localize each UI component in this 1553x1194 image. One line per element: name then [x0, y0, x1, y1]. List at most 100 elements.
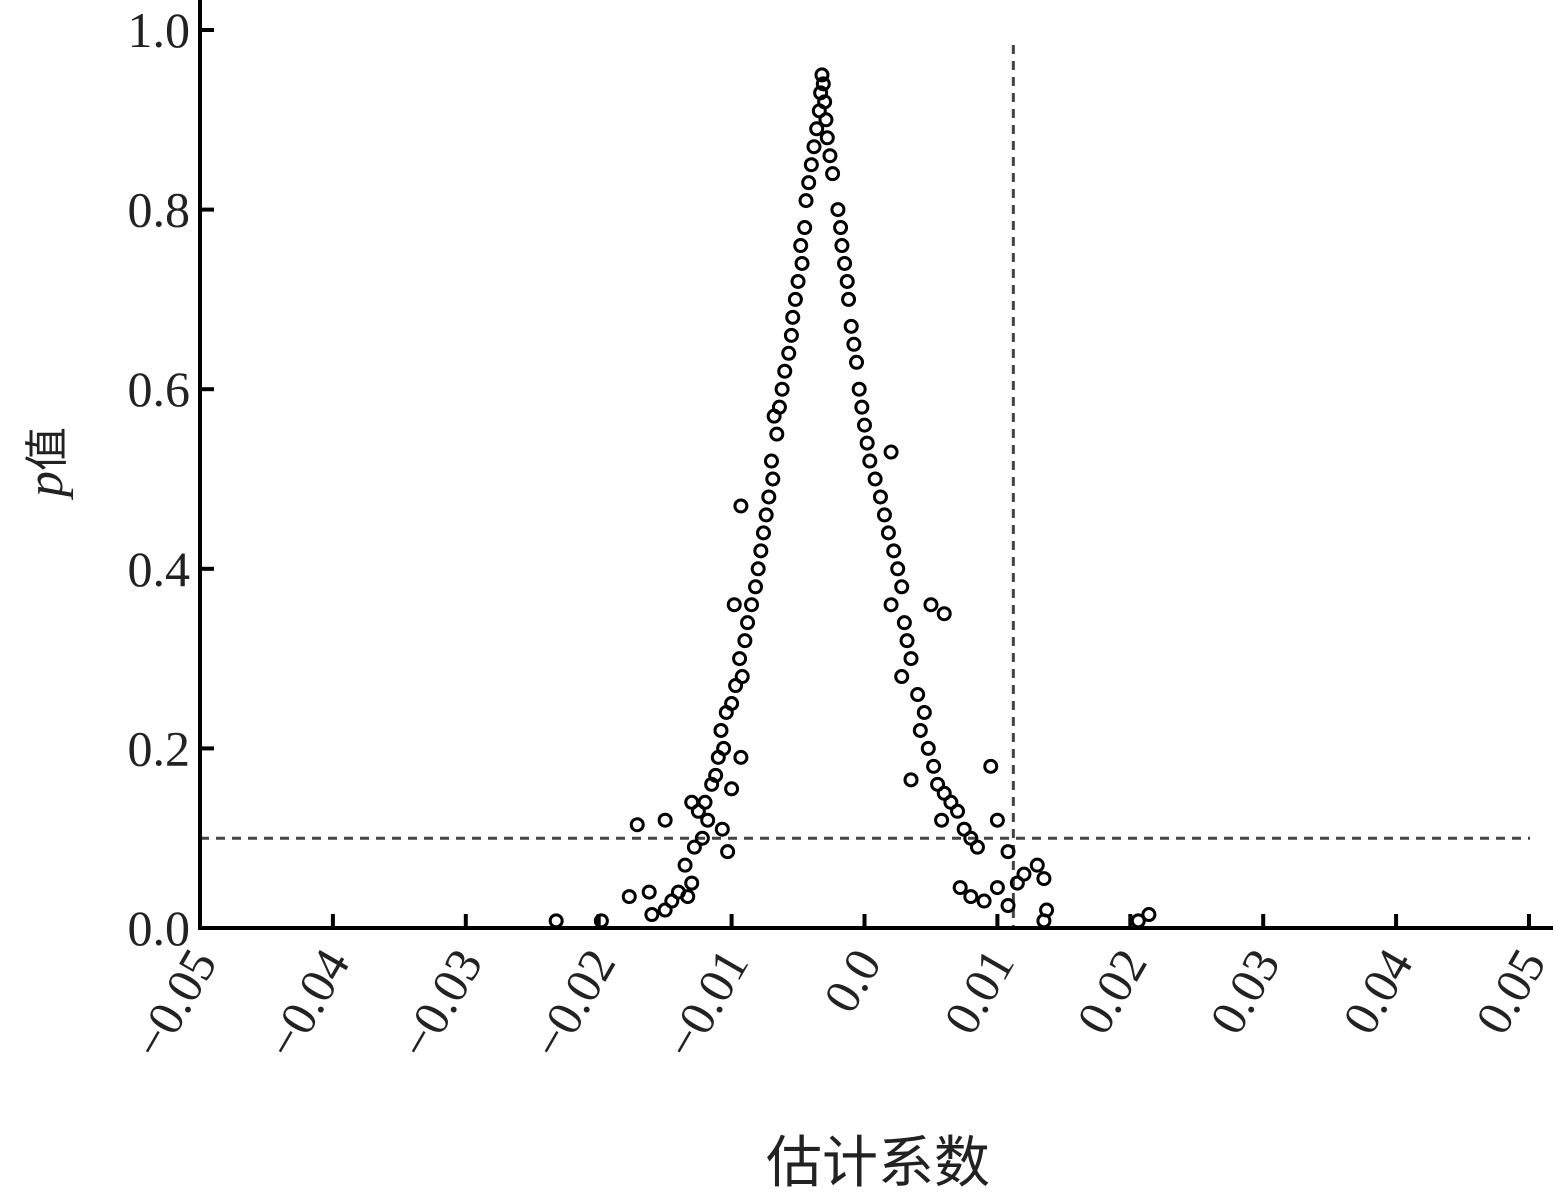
- data-point: [1016, 866, 1032, 882]
- data-point: [916, 704, 932, 720]
- x-axis-label: 估计系数: [766, 1131, 990, 1194]
- data-point: [818, 112, 834, 128]
- data-point: [781, 345, 797, 361]
- data-point: [806, 139, 822, 155]
- data-point: [867, 471, 883, 487]
- data-point: [758, 507, 774, 523]
- data-point: [753, 543, 769, 559]
- data-point: [814, 67, 830, 83]
- data-point: [694, 830, 710, 846]
- x-tick-label: −0.03: [387, 940, 493, 1068]
- data-point: [783, 327, 799, 343]
- data-point: [846, 336, 862, 352]
- data-point: [903, 651, 919, 667]
- data-point: [621, 889, 637, 905]
- data-point: [983, 758, 999, 774]
- data-point: [830, 202, 846, 218]
- data-point: [793, 238, 809, 254]
- data-point: [774, 381, 790, 397]
- data-point: [801, 175, 817, 191]
- data-point: [732, 651, 748, 667]
- data-point: [769, 426, 785, 442]
- data-point: [843, 318, 859, 334]
- data-point: [766, 408, 782, 424]
- x-tick-label: 0.0: [812, 940, 892, 1022]
- data-point: [876, 507, 892, 523]
- data-point: [798, 193, 814, 209]
- data-point: [761, 489, 777, 505]
- data-point: [680, 889, 696, 905]
- data-point: [733, 749, 749, 765]
- data-point: [755, 525, 771, 541]
- data-point: [1029, 857, 1045, 873]
- data-point: [785, 309, 801, 325]
- data-point: [714, 821, 730, 837]
- x-tick-label: −0.04: [254, 940, 360, 1068]
- data-point: [677, 857, 693, 873]
- y-tick-label: 0.8: [128, 182, 191, 238]
- data-point: [765, 471, 781, 487]
- data-point: [629, 817, 645, 833]
- data-point: [737, 633, 753, 649]
- data-point: [787, 291, 803, 307]
- data-point: [726, 597, 742, 613]
- data-point: [894, 579, 910, 595]
- y-tick-label: 1.0: [128, 2, 191, 58]
- data-point: [903, 772, 919, 788]
- data-point: [833, 220, 849, 236]
- x-tick-label: −0.01: [653, 940, 759, 1068]
- y-tick-label: 0.0: [128, 900, 191, 956]
- data-point: [883, 444, 899, 460]
- data-point: [859, 435, 875, 451]
- data-point: [841, 291, 857, 307]
- data-point: [989, 880, 1005, 896]
- data-point: [822, 148, 838, 164]
- x-tick-label: 0.02: [1066, 940, 1158, 1044]
- data-point: [720, 844, 736, 860]
- data-point: [890, 561, 906, 577]
- x-tick-label: 0.03: [1198, 940, 1290, 1044]
- data-point: [733, 498, 749, 514]
- x-tick-label: −0.02: [520, 940, 626, 1068]
- data-point: [819, 130, 835, 146]
- data-point: [862, 453, 878, 469]
- data-point: [684, 794, 700, 810]
- data-point: [713, 722, 729, 738]
- data-point: [851, 381, 867, 397]
- data-point: [839, 273, 855, 289]
- data-point: [854, 399, 870, 415]
- data-point: [794, 255, 810, 271]
- data-point: [837, 255, 853, 271]
- data-point: [1036, 871, 1052, 887]
- data-point: [803, 157, 819, 173]
- data-point: [684, 875, 700, 891]
- data-point: [704, 776, 720, 792]
- data-point: [657, 902, 673, 918]
- data-point: [834, 238, 850, 254]
- data-point: [744, 597, 760, 613]
- data-point: [748, 579, 764, 595]
- data-point: [926, 758, 942, 774]
- y-tick-label: 0.4: [128, 541, 191, 597]
- x-tick-label: 0.04: [1331, 940, 1423, 1044]
- data-point: [912, 722, 928, 738]
- data-point: [872, 489, 888, 505]
- data-point: [740, 615, 756, 631]
- x-tick-label: −0.05: [121, 940, 227, 1068]
- data-point: [797, 220, 813, 236]
- data-point: [894, 669, 910, 685]
- y-axis-label: p值: [17, 427, 74, 501]
- data-point: [976, 893, 992, 909]
- data-point: [910, 687, 926, 703]
- data-point: [817, 94, 833, 110]
- data-point: [718, 704, 734, 720]
- data-point: [790, 273, 806, 289]
- data-point: [880, 525, 896, 541]
- data-point: [883, 597, 899, 613]
- data-point: [728, 678, 744, 694]
- data-point: [896, 615, 912, 631]
- data-point: [857, 417, 872, 433]
- data-point: [724, 781, 740, 797]
- data-point: [750, 561, 766, 577]
